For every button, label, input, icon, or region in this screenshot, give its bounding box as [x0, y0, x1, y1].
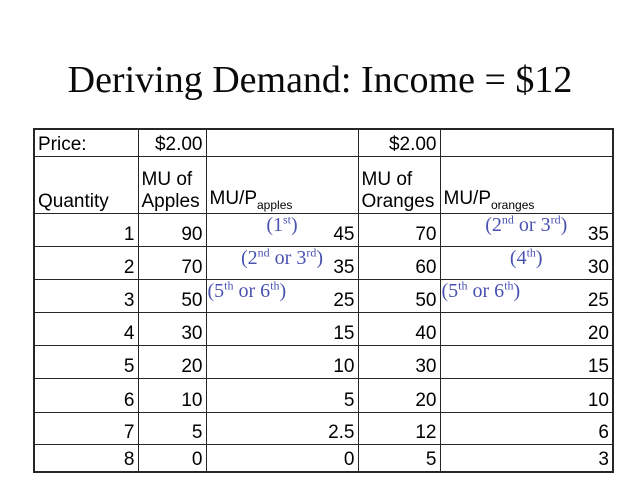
slide-title: Deriving Demand: Income = $12 — [67, 59, 573, 101]
cell-mu-p-apples: (5th or 6th) 25 — [205, 278, 359, 313]
table-row: 7 5 2.5 12 6 — [33, 412, 614, 445]
rank-annotation: (2nd or 3rd) — [485, 212, 568, 236]
cell-mu-p-oranges: 15 — [439, 345, 614, 379]
cell-mu-apples: 10 — [137, 378, 207, 413]
cell-mu-oranges: 60 — [357, 246, 441, 280]
header-mu-p-apples: MU/Papples — [205, 156, 359, 214]
table-row: 6 10 5 20 10 — [33, 378, 614, 413]
cell-mu-p-oranges: 20 — [439, 312, 614, 346]
cell-value: 30 — [587, 256, 609, 278]
cell-value: 35 — [587, 223, 609, 245]
cell-mu-apples: 50 — [137, 279, 207, 313]
cell-mu-p-oranges: (4th) 30 — [439, 245, 614, 280]
cell-mu-p-apples: 10 — [205, 345, 359, 379]
header-quantity: Quantity — [33, 156, 139, 214]
cell-quantity: 5 — [33, 345, 139, 379]
cell-mu-p-oranges: (2nd or 3rd) 35 — [439, 212, 614, 247]
cell-value: 45 — [333, 223, 355, 245]
cell-mu-p-apples: 15 — [205, 312, 359, 346]
header-mu-p-oranges: MU/Poranges — [439, 156, 614, 214]
table-row: 1 90 (1st) 45 70 (2nd or 3rd) 35 — [33, 212, 614, 247]
table-row: 8 0 0 5 3 — [33, 444, 614, 473]
cell-quantity: 2 — [33, 246, 139, 280]
cell-value: 35 — [333, 256, 355, 278]
cell-mu-p-oranges: 10 — [439, 378, 614, 413]
cell-quantity: 3 — [33, 279, 139, 313]
cell-mu-apples: 70 — [137, 246, 207, 280]
cell-value: 25 — [587, 289, 609, 311]
table-row: 5 20 10 30 15 — [33, 345, 614, 379]
cell-mu-oranges: 5 — [357, 444, 441, 473]
header-mu-apples: MU of Apples — [137, 156, 207, 214]
cell-mu-apples: 0 — [137, 444, 207, 473]
cell-mu-p-apples: (2nd or 3rd) 35 — [205, 245, 359, 280]
rank-annotation: (2nd or 3rd) — [240, 245, 323, 269]
price-row: Price: $2.00 $2.00 — [33, 128, 614, 157]
table-row: 3 50 (5th or 6th) 25 50 (5th or 6th) 25 — [33, 278, 614, 313]
rank-annotation: (4th) — [509, 245, 543, 269]
cell-quantity: 1 — [33, 213, 139, 247]
price-label: Price: — [33, 128, 139, 157]
apple-price: $2.00 — [137, 128, 207, 157]
cell-mu-p-oranges: 6 — [439, 412, 614, 445]
cell-quantity: 6 — [33, 378, 139, 413]
cell-mu-oranges: 30 — [357, 345, 441, 379]
rank-annotation: (5th or 6th) — [207, 278, 287, 302]
cell-mu-p-apples: (1st) 45 — [205, 212, 359, 247]
header-row: Quantity MU of Apples MU/Papples MU of O… — [33, 156, 614, 214]
cell-mu-oranges: 70 — [357, 213, 441, 247]
cell-mu-p-oranges: (5th or 6th) 25 — [439, 278, 614, 313]
cell-quantity: 8 — [33, 444, 139, 473]
cell-mu-oranges: 12 — [357, 412, 441, 445]
cell-mu-p-apples: 5 — [205, 378, 359, 413]
cell-mu-oranges: 40 — [357, 312, 441, 346]
table-row: 2 70 (2nd or 3rd) 35 60 (4th) 30 — [33, 245, 614, 280]
rank-annotation: (5th or 6th) — [441, 278, 521, 302]
cell-quantity: 4 — [33, 312, 139, 346]
empty-cell — [205, 128, 359, 157]
orange-price: $2.00 — [357, 128, 441, 157]
cell-mu-apples: 20 — [137, 345, 207, 379]
cell-value: 25 — [333, 289, 355, 311]
header-mu-oranges: MU of Oranges — [357, 156, 441, 214]
table-row: 4 30 15 40 20 — [33, 312, 614, 346]
cell-mu-p-apples: 0 — [205, 444, 359, 473]
cell-quantity: 7 — [33, 412, 139, 445]
cell-mu-p-apples: 2.5 — [205, 412, 359, 445]
cell-mu-oranges: 20 — [357, 378, 441, 413]
rank-annotation: (1st) — [266, 212, 298, 236]
empty-cell — [439, 128, 614, 157]
cell-mu-apples: 5 — [137, 412, 207, 445]
cell-mu-apples: 90 — [137, 213, 207, 247]
cell-mu-apples: 30 — [137, 312, 207, 346]
cell-mu-oranges: 50 — [357, 279, 441, 313]
cell-mu-p-oranges: 3 — [439, 444, 614, 473]
demand-table: Price: $2.00 $2.00 Quantity MU of Apples… — [33, 128, 614, 473]
